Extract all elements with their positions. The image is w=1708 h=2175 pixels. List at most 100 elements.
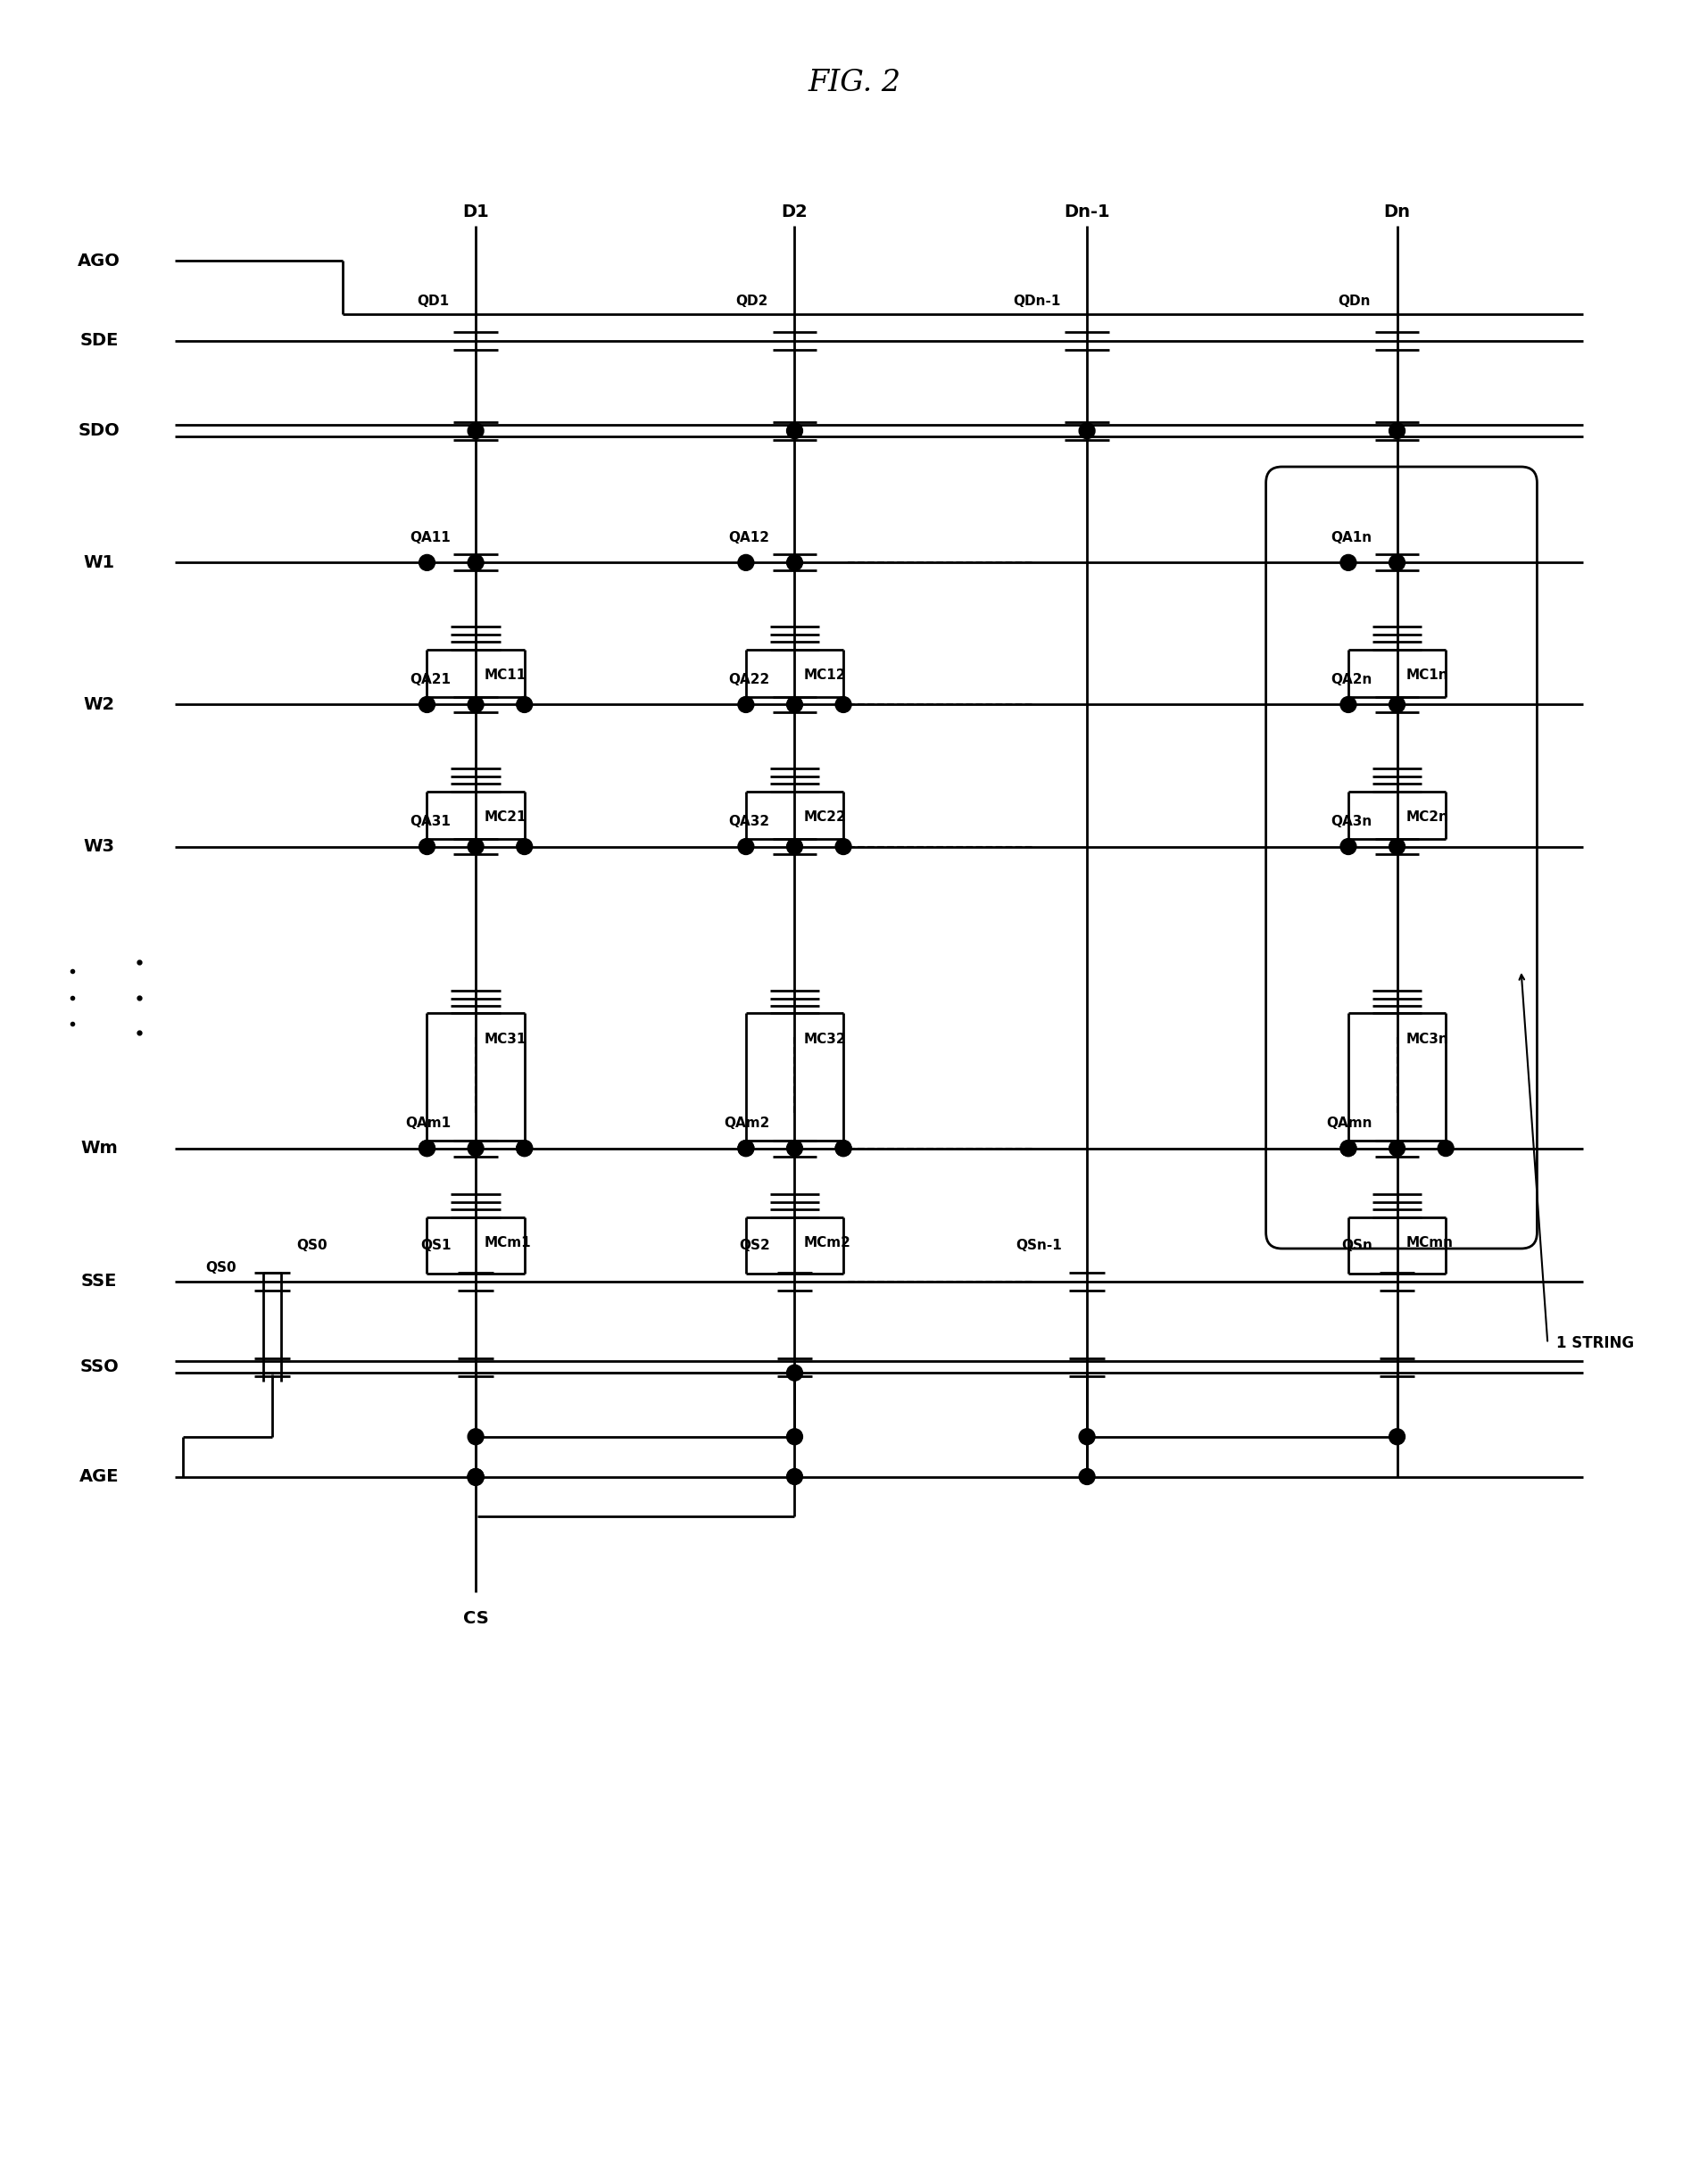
Circle shape — [738, 1140, 753, 1157]
Circle shape — [1389, 422, 1404, 439]
Text: SDO: SDO — [79, 422, 120, 439]
Text: MC3n: MC3n — [1406, 1033, 1448, 1046]
Text: MC22: MC22 — [803, 811, 845, 824]
Circle shape — [1339, 696, 1356, 713]
Circle shape — [418, 555, 436, 570]
Circle shape — [468, 1470, 483, 1486]
Text: MC21: MC21 — [485, 811, 526, 824]
Text: MC31: MC31 — [485, 1033, 526, 1046]
Circle shape — [468, 555, 483, 570]
Circle shape — [516, 1140, 533, 1157]
Circle shape — [786, 555, 803, 570]
Circle shape — [468, 1429, 483, 1444]
Circle shape — [1389, 696, 1404, 713]
Text: QA31: QA31 — [410, 816, 451, 829]
Text: Dn-1: Dn-1 — [1064, 204, 1110, 220]
Text: AGE: AGE — [79, 1468, 120, 1486]
Circle shape — [786, 422, 803, 439]
Text: QA22: QA22 — [728, 672, 769, 687]
Circle shape — [786, 1468, 803, 1486]
Circle shape — [1339, 1140, 1356, 1157]
Circle shape — [1389, 1140, 1404, 1157]
Text: MCmn: MCmn — [1406, 1238, 1452, 1251]
Circle shape — [1078, 1429, 1095, 1444]
Circle shape — [468, 1468, 483, 1486]
Circle shape — [1078, 1468, 1095, 1486]
Circle shape — [516, 840, 533, 855]
Circle shape — [1339, 1140, 1356, 1157]
Text: QS2: QS2 — [738, 1240, 769, 1253]
Text: QA12: QA12 — [728, 531, 769, 544]
Text: 1 STRING: 1 STRING — [1556, 1335, 1633, 1351]
Circle shape — [418, 1140, 436, 1157]
Circle shape — [1389, 1429, 1404, 1444]
Circle shape — [1436, 1140, 1454, 1157]
Circle shape — [786, 840, 803, 855]
Circle shape — [1389, 555, 1404, 570]
Text: MC12: MC12 — [803, 668, 845, 683]
Text: MCm2: MCm2 — [803, 1238, 851, 1251]
Circle shape — [468, 696, 483, 713]
Circle shape — [835, 840, 851, 855]
Text: QSn-1: QSn-1 — [1016, 1240, 1062, 1253]
Circle shape — [738, 555, 753, 570]
Circle shape — [468, 422, 483, 439]
Text: MC11: MC11 — [485, 668, 526, 683]
Text: MC1n: MC1n — [1406, 668, 1448, 683]
Text: Wm: Wm — [80, 1140, 118, 1157]
Circle shape — [786, 1140, 803, 1157]
Text: D2: D2 — [781, 204, 808, 220]
Circle shape — [1339, 840, 1356, 855]
Text: MC2n: MC2n — [1406, 811, 1448, 824]
Circle shape — [738, 696, 753, 713]
Circle shape — [786, 1429, 803, 1444]
Text: QS1: QS1 — [420, 1240, 451, 1253]
Text: W3: W3 — [84, 837, 114, 855]
Text: QS0: QS0 — [297, 1240, 328, 1253]
Circle shape — [1339, 555, 1356, 570]
Circle shape — [468, 1468, 483, 1486]
Circle shape — [418, 696, 436, 713]
Text: QAm2: QAm2 — [724, 1116, 769, 1131]
Text: AGO: AGO — [79, 252, 121, 270]
Circle shape — [468, 1140, 483, 1157]
Circle shape — [738, 840, 753, 855]
Text: W1: W1 — [84, 555, 114, 572]
Circle shape — [835, 1140, 851, 1157]
Circle shape — [835, 696, 851, 713]
Text: QA11: QA11 — [410, 531, 451, 544]
Text: QA1n: QA1n — [1331, 531, 1372, 544]
Circle shape — [468, 840, 483, 855]
Text: QD2: QD2 — [734, 294, 767, 307]
Text: W2: W2 — [84, 696, 114, 713]
Text: MCm1: MCm1 — [485, 1238, 531, 1251]
Text: QDn-1: QDn-1 — [1013, 294, 1061, 307]
Circle shape — [418, 1140, 436, 1157]
Circle shape — [516, 1140, 533, 1157]
Text: Dn: Dn — [1383, 204, 1409, 220]
Circle shape — [738, 1140, 753, 1157]
Circle shape — [1078, 422, 1095, 439]
Text: SSE: SSE — [82, 1272, 118, 1290]
Text: QS0: QS0 — [205, 1261, 236, 1275]
Text: SDE: SDE — [80, 333, 118, 350]
Circle shape — [1389, 840, 1404, 855]
Text: CS: CS — [463, 1609, 488, 1627]
Text: D1: D1 — [463, 204, 488, 220]
Text: QA21: QA21 — [410, 672, 451, 687]
Text: MC32: MC32 — [803, 1033, 845, 1046]
Text: FIG. 2: FIG. 2 — [808, 70, 900, 98]
Text: QD1: QD1 — [417, 294, 449, 307]
Circle shape — [516, 696, 533, 713]
Text: QAm1: QAm1 — [405, 1116, 451, 1131]
Text: QSn: QSn — [1341, 1240, 1372, 1253]
Text: QA3n: QA3n — [1331, 816, 1372, 829]
Text: QA2n: QA2n — [1331, 672, 1372, 687]
Circle shape — [835, 1140, 851, 1157]
Circle shape — [786, 696, 803, 713]
Text: SSO: SSO — [80, 1359, 118, 1375]
Circle shape — [786, 1366, 803, 1381]
Text: QDn: QDn — [1337, 294, 1370, 307]
Text: QA32: QA32 — [728, 816, 769, 829]
Text: QAmn: QAmn — [1325, 1116, 1372, 1131]
